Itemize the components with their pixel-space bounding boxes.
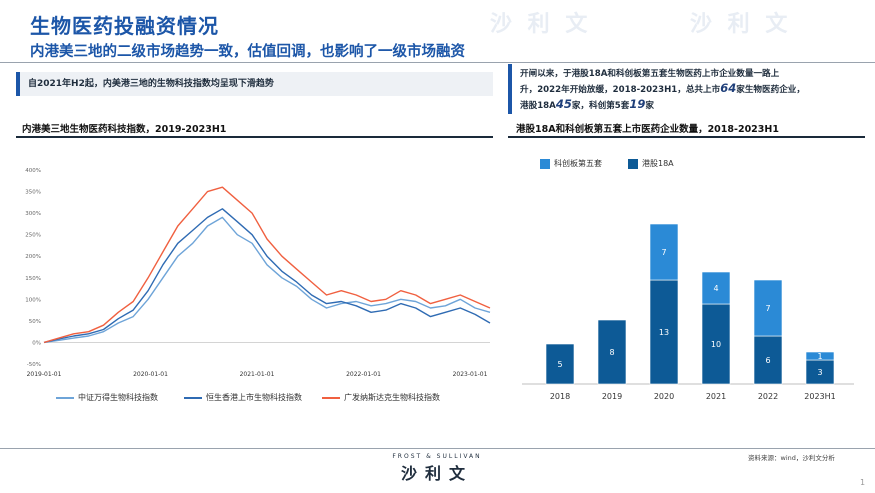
source-note: 资料来源：wind，沙利文分析 (748, 454, 835, 462)
line-chart: 400% 350% 300% 250% 200% 150% 100% 50% 0% -50% 201… (25, 168, 491, 378)
bar-value-label: 4 (713, 284, 718, 293)
y-tick-label: 150% (25, 276, 41, 282)
y-tick-label: 300% (25, 211, 41, 217)
bar-chart-title-bar (508, 136, 865, 138)
category-label: 2019 (602, 392, 622, 401)
header-divider (0, 62, 875, 63)
bar-segment (545, 343, 575, 385)
legend-swatch (540, 158, 550, 169)
bar-value-label: 8 (609, 348, 614, 357)
bar-value-label: 7 (661, 248, 666, 257)
right-note-text: 家，科创第5套 (571, 101, 630, 111)
bar-segment (805, 351, 835, 361)
legend-label: 广发纳斯达克生物科技指数 (344, 393, 440, 402)
line-chart-title: 内港美三地生物医药科技指数，2019-2023H1 (22, 124, 227, 135)
category-label: 2018 (550, 392, 570, 401)
bar-segment (701, 303, 731, 385)
bar-value-label: 10 (711, 340, 721, 349)
legend-swatch (628, 158, 638, 169)
y-tick-label: 50% (29, 319, 41, 325)
brand-cn: 沙利文 (400, 464, 473, 483)
bar-segment (649, 223, 679, 281)
y-tick-label: 100% (25, 297, 41, 303)
y-tick-label: 0% (32, 340, 41, 346)
left-summary-note: 自2021年H2起，内美港三地的生物科技指数均呈现下滑趋势 (16, 72, 493, 96)
legend-label: 恒生香港上市生物科技指数 (206, 393, 302, 402)
x-tick-label: 2023-01-01 (453, 371, 488, 378)
category-label: 2022 (758, 392, 778, 401)
footer-divider (0, 448, 875, 449)
right-note-line2: 升，2022年开始放缓，2018-2023H1，总共上市64家生物医药企业， (520, 81, 857, 97)
bar-value-label: 3 (817, 368, 822, 377)
page-subtitle: 内港美三地的二级市场趋势一致，估值回调，也影响了一级市场融资 (30, 44, 465, 60)
category-label: 2021 (706, 392, 726, 401)
bar-segment (649, 279, 679, 385)
watermark-logo: 沙 利 文 (690, 12, 792, 37)
hk18a-count: 45 (555, 97, 572, 111)
total-count: 64 (720, 81, 737, 95)
series-line-1 (43, 208, 491, 344)
x-tick-label: 2021-01-01 (240, 371, 275, 378)
x-tick-label: 2019-01-01 (27, 371, 62, 378)
y-tick-label: 400% (25, 168, 41, 174)
right-note-text: 港股18A (520, 101, 556, 111)
x-tick-label: 2022-01-01 (346, 371, 381, 378)
right-note-line3: 港股18A45家，科创第5套19家 (520, 97, 857, 113)
legend-swatch (184, 396, 202, 399)
footer-logo: FROST & SULLIVAN 沙利文 (377, 453, 497, 484)
legend-item-csi: 中证万得生物科技指数 (56, 392, 158, 403)
bar-chart-title: 港股18A和科创板第五套上市医药企业数量，2018-2023H1 (516, 124, 779, 135)
bar-segment (753, 335, 783, 385)
y-tick-label: 350% (25, 190, 41, 196)
legend-label: 科创板第五套 (554, 159, 602, 168)
bar-value-label: 1 (817, 352, 822, 361)
right-note-line1: 开闸以来，于港股18A和科创板第五套生物医药上市企业数量一路上 (520, 69, 780, 79)
page-number: 1 (860, 478, 866, 487)
series-line-2 (43, 186, 491, 344)
watermark-logo: 沙 利 文 (490, 12, 592, 37)
legend-label: 港股18A (642, 159, 674, 168)
x-tick-label: 2020-01-01 (133, 371, 168, 378)
y-tick-label: 200% (25, 254, 41, 260)
category-label: 2023H1 (804, 392, 835, 401)
bar-segment (701, 271, 731, 305)
legend-swatch (322, 396, 340, 399)
right-note-text: 家 (645, 101, 654, 111)
legend-item-nbi: 广发纳斯达克生物科技指数 (322, 392, 440, 403)
legend-item-hk18a: 港股18A (628, 158, 674, 169)
y-tick-label: -50% (27, 362, 41, 368)
bar-value-label: 7 (765, 304, 770, 313)
legend-item-star5: 科创板第五套 (540, 158, 602, 169)
right-summary-note: 开闸以来，于港股18A和科创板第五套生物医药上市企业数量一路上 升，2022年开… (508, 64, 865, 114)
series-line-0 (43, 216, 491, 344)
star5-count: 19 (629, 97, 646, 111)
legend-item-hs: 恒生香港上市生物科技指数 (184, 392, 302, 403)
bar-segment (753, 279, 783, 337)
bar-value-label: 6 (765, 356, 770, 365)
brand-en: FROST & SULLIVAN (392, 453, 482, 460)
bar-value-label: 5 (557, 360, 562, 369)
page-title: 生物医药投融资情况 (30, 14, 219, 38)
bar-value-label: 13 (659, 328, 669, 337)
legend-swatch (56, 396, 74, 399)
right-note-text: 升，2022年开始放缓，2018-2023H1，总共上市 (520, 85, 721, 95)
bar-chart: 5 2018 8 2019 13 7 2020 10 4 2021 6 7 2022 3 1 2023H1 (522, 223, 854, 401)
right-note-text: 家生物医药企业， (736, 85, 805, 95)
category-label: 2020 (654, 392, 674, 401)
line-chart-title-bar (16, 136, 493, 138)
y-tick-label: 250% (25, 233, 41, 239)
legend-label: 中证万得生物科技指数 (78, 393, 158, 402)
bar-segment (805, 359, 835, 385)
bar-segment (597, 319, 627, 385)
